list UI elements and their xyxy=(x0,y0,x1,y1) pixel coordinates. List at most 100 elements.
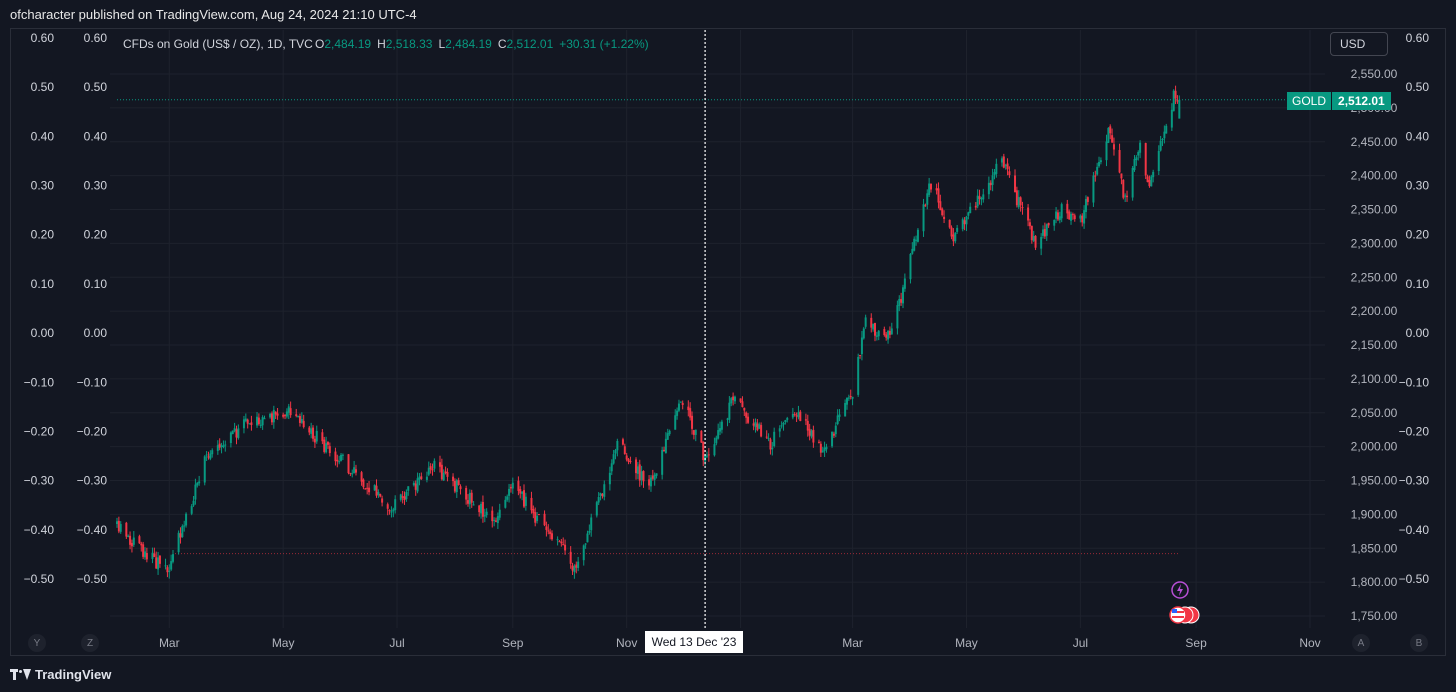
candle-body xyxy=(375,485,378,496)
candle-body xyxy=(707,454,710,456)
candle-body xyxy=(1122,179,1125,198)
candle-body xyxy=(1019,197,1022,206)
left-axis-tick-outer: 0.40 xyxy=(31,129,55,143)
candle-body xyxy=(603,484,606,497)
left-axis-tick-inner: −0.40 xyxy=(77,523,108,537)
candle-body xyxy=(353,467,356,474)
candle-body xyxy=(1157,150,1160,172)
us-flag-stripe xyxy=(1172,616,1184,618)
candle-body xyxy=(1092,175,1095,203)
candle-body xyxy=(433,460,436,469)
candle-body xyxy=(328,446,331,454)
candle-body xyxy=(368,487,371,493)
candle-body xyxy=(885,334,888,338)
left-axis-tick-outer: 0.00 xyxy=(31,326,55,340)
candle-body xyxy=(901,287,904,304)
candle-body xyxy=(263,418,266,420)
axis-btn-z[interactable]: Z xyxy=(81,634,99,652)
candle-body xyxy=(771,447,774,450)
candle-body xyxy=(207,456,210,458)
candle-body xyxy=(681,402,684,405)
candle-body xyxy=(455,480,458,493)
candle-body xyxy=(1146,176,1149,183)
right-axis-tick: 0.20 xyxy=(1406,228,1430,242)
candle-body xyxy=(638,464,641,481)
candle-body xyxy=(601,493,604,497)
candle-body xyxy=(653,474,656,480)
candle-body xyxy=(1161,139,1164,141)
candle-body xyxy=(472,504,475,506)
candle-body xyxy=(612,454,615,464)
price-tick-label: 2,050.00 xyxy=(1351,406,1398,420)
candle-body xyxy=(216,445,219,451)
candle-body xyxy=(466,500,469,504)
left-axis-tick-inner: 0.20 xyxy=(84,228,108,242)
lightning-bolt-icon xyxy=(1177,584,1183,596)
candle-body xyxy=(810,430,813,437)
candle-body xyxy=(168,570,171,572)
left-axis-tick-outer: −0.30 xyxy=(24,474,55,488)
candle-body xyxy=(651,475,654,479)
candle-body xyxy=(730,398,733,404)
left-axis-tick-outer: 0.50 xyxy=(31,80,55,94)
candle-body xyxy=(1118,150,1121,173)
candle-body xyxy=(965,216,968,225)
candle-body xyxy=(928,183,931,195)
candle-body xyxy=(196,482,199,486)
axis-btn-a[interactable]: A xyxy=(1352,634,1370,652)
candle-body xyxy=(1030,225,1033,241)
candle-body xyxy=(758,424,761,429)
candle-body xyxy=(1047,222,1050,226)
candle-body xyxy=(720,421,723,430)
left-axis-tick-inner: 0.40 xyxy=(84,129,108,143)
candle-body xyxy=(530,497,533,511)
candle-body xyxy=(610,463,613,472)
candle-body xyxy=(289,408,292,416)
axis-btn-b[interactable]: B xyxy=(1410,634,1428,652)
candle-body xyxy=(1014,175,1017,193)
candle-body xyxy=(849,396,852,398)
candle-body xyxy=(312,427,315,439)
legend-ohlc: O2,484.19 H2,518.33 L2,484.19 C2,512.01 +30.… xyxy=(315,37,649,51)
candle-body xyxy=(676,410,679,416)
candle-body xyxy=(308,427,311,433)
candle-body xyxy=(1058,216,1061,221)
candle-body xyxy=(937,188,940,203)
left-axis-tick-inner: 0.30 xyxy=(84,179,108,193)
right-axis-tick: 0.40 xyxy=(1406,129,1430,143)
candle-body xyxy=(480,503,483,514)
candle-body xyxy=(192,500,195,506)
candle-body xyxy=(614,450,617,454)
candle-body xyxy=(621,439,624,445)
candle-body xyxy=(218,443,221,448)
tradingview-logo[interactable]: TradingView xyxy=(10,667,111,682)
candle-body xyxy=(582,545,585,561)
x-tick-label: May xyxy=(955,636,978,650)
candle-body xyxy=(859,354,862,356)
candle-body xyxy=(743,407,746,411)
price-tick-label: 2,300.00 xyxy=(1351,236,1398,250)
candle-body xyxy=(157,557,160,570)
candle-body xyxy=(220,445,223,448)
candle-body xyxy=(823,447,826,451)
candle-body xyxy=(950,227,953,237)
candle-body xyxy=(287,406,290,413)
open-label: O xyxy=(315,37,324,51)
candle-body xyxy=(1137,152,1140,156)
left-axis-tick-outer: 0.30 xyxy=(31,179,55,193)
candle-body xyxy=(836,415,839,425)
candle-body xyxy=(560,541,563,544)
currency-button[interactable]: USD xyxy=(1330,32,1388,56)
candle-body xyxy=(543,513,546,526)
candle-body xyxy=(325,443,328,453)
axis-btn-y[interactable]: Y xyxy=(28,634,46,652)
candle-body xyxy=(444,471,447,473)
close-value: 2,512.01 xyxy=(507,37,554,51)
candle-body xyxy=(649,477,652,487)
candle-body xyxy=(295,414,298,416)
left-axis-tick-inner: 0.00 xyxy=(84,326,108,340)
candle-body xyxy=(739,398,742,402)
candle-body xyxy=(980,198,983,200)
candle-body xyxy=(388,510,391,512)
